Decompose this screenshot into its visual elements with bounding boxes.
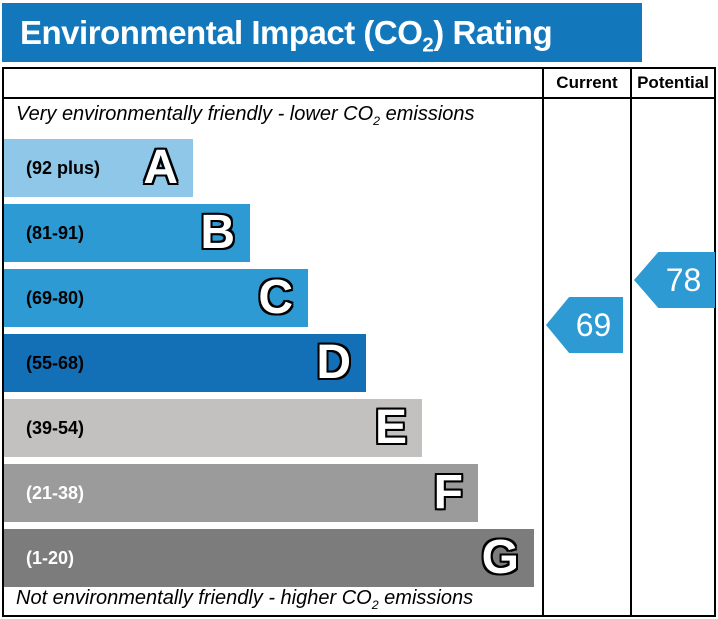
potential-rating-value: 78: [665, 261, 702, 298]
bottom-note: Not environmentally friendly - higher CO…: [16, 587, 474, 612]
page-title-text: Environmental Impact (CO: [20, 13, 423, 51]
band-row-c: (69-80) C: [4, 269, 308, 327]
band-row-b: (81-91) B: [4, 204, 250, 262]
column-divider-current-potential: [630, 69, 632, 615]
bottom-note-text: Not environmentally friendly - higher CO: [16, 587, 372, 609]
page-title-subscript: 2: [422, 33, 434, 57]
band-row-e: (39-54) E: [4, 399, 422, 457]
column-divider-chart-current: [542, 69, 544, 615]
band-range-a: (92 plus): [26, 157, 101, 178]
chart-title-bar: Environmental Impact (CO2) Rating: [2, 3, 642, 62]
current-rating-value: 69: [575, 306, 612, 343]
band-range-b: (81-91): [26, 222, 85, 243]
column-header-potential: Potential: [637, 73, 709, 92]
band-letter-a: A: [143, 141, 178, 194]
band-row-a: (92 plus) A: [4, 139, 193, 197]
page-title-suffix: ) Rating: [433, 13, 553, 51]
band-row-f: (21-38) F: [4, 464, 478, 522]
top-note-subscript: 2: [373, 114, 381, 128]
band-letter-e: E: [374, 401, 407, 454]
band-range-e: (39-54): [26, 417, 85, 438]
band-range-g: (1-20): [26, 547, 75, 568]
band-letter-g: G: [481, 531, 519, 584]
column-header-current: Current: [556, 73, 618, 92]
page-title: Environmental Impact (CO2) Rating: [20, 13, 553, 55]
band-row-g: (1-20) G: [4, 529, 534, 587]
band-row-d: (55-68) D: [4, 334, 366, 392]
band-letter-d: D: [316, 336, 351, 389]
top-note-text: Very environmentally friendly - lower CO: [16, 103, 374, 125]
band-range-c: (69-80): [26, 287, 85, 308]
bottom-note-subscript: 2: [371, 598, 379, 612]
band-range-d: (55-68): [26, 352, 85, 373]
bottom-note-suffix: emissions: [378, 587, 474, 609]
band-letter-c: C: [258, 271, 293, 324]
band-letter-f: F: [433, 466, 463, 519]
band-range-f: (21-38): [26, 482, 85, 503]
band-letter-b: B: [200, 206, 235, 259]
top-note: Very environmentally friendly - lower CO…: [16, 103, 475, 128]
top-note-suffix: emissions: [380, 103, 475, 125]
header-bottom-border: [4, 97, 714, 99]
